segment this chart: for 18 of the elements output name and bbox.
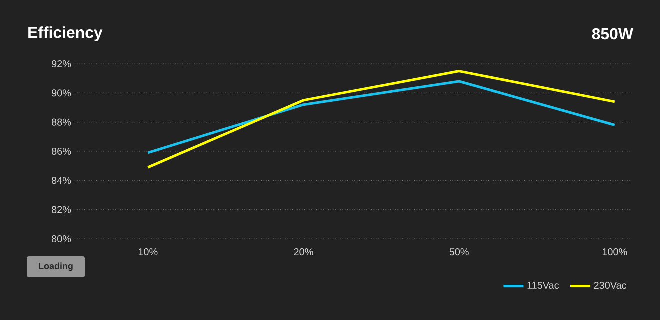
x-tick-label: 10% [138, 248, 158, 256]
y-tick-label: 82% [52, 206, 72, 214]
y-tick-label: 80% [52, 235, 72, 243]
y-tick-label: 92% [52, 60, 72, 68]
chart-title: Efficiency [28, 26, 103, 42]
y-tick-label: 90% [52, 90, 72, 97]
x-tick-label: 20% [294, 248, 314, 256]
legend-label: 230Vac [594, 282, 627, 290]
y-tick-label: 88% [52, 118, 72, 126]
y-tick-label: 84% [52, 177, 72, 184]
chart-subtitle: 850W [592, 28, 634, 40]
line-series [146, 70, 616, 169]
text: Loading [39, 262, 73, 272]
x-tick-label: 100% [602, 248, 628, 256]
x-tick-label: 50% [450, 248, 469, 256]
line-series [146, 80, 616, 154]
legend-label: 115Vac [528, 282, 560, 290]
y-tick-label: 86% [52, 148, 72, 156]
